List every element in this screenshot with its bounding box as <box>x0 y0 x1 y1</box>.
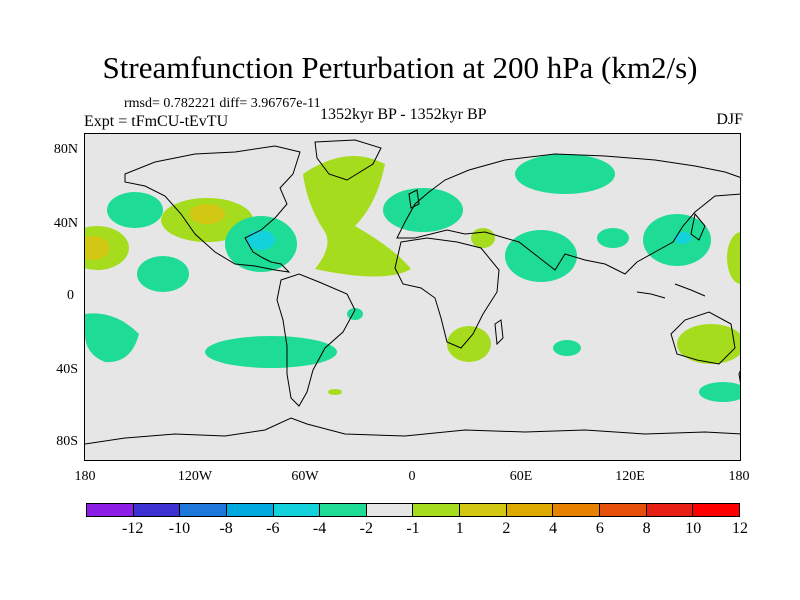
colorbar-tick-label: -1 <box>406 520 420 537</box>
colorbar-tick-label: 6 <box>595 520 604 537</box>
lat-label-eq: 0 <box>67 288 74 303</box>
coast-new-zealand <box>738 370 740 384</box>
colorbar-swatch <box>506 504 554 516</box>
colorbar-tick-label: 12 <box>732 520 748 537</box>
map-title: Streamfunction Perturbation at 200 hPa (… <box>102 50 698 85</box>
contour-south-neg-east <box>699 382 740 402</box>
lat-label-80s: 80S <box>56 434 78 449</box>
colorbar-swatch <box>273 504 321 516</box>
map-svg <box>85 139 740 445</box>
map-panel <box>84 133 741 461</box>
colorbar-tick-label: -10 <box>168 520 191 537</box>
colorbar-swatch <box>646 504 694 516</box>
colorbar-tick-label: 4 <box>549 520 558 537</box>
lon-label-120e: 120E <box>615 469 645 484</box>
lat-label-40n: 40N <box>53 216 78 231</box>
colorbar-swatch <box>600 504 647 516</box>
coast-antarctica <box>85 417 740 445</box>
contour-gulf-neg-core <box>247 230 275 250</box>
coast-japan <box>690 212 706 241</box>
colorbar-tick-label: -8 <box>219 520 233 537</box>
contour-npac-west <box>107 192 163 228</box>
lon-label-120w: 120W <box>177 469 213 484</box>
contour-epac-neg <box>137 256 189 292</box>
contour-asia-small-neg <box>597 228 629 248</box>
contour-tiny-pos <box>328 389 342 395</box>
experiment-label: Expt = tFmCU-tEvTU <box>84 113 229 130</box>
colorbar-tick-label: 2 <box>502 520 511 537</box>
colorbar-tick-label: -6 <box>266 520 280 537</box>
contour-fills <box>85 154 740 402</box>
lon-label-60w: 60W <box>291 469 319 484</box>
season-label: DJF <box>716 111 743 128</box>
contour-spac-neg-west <box>85 313 139 363</box>
contour-atlantic-pos <box>303 156 411 277</box>
contour-wpac-neg-core <box>675 232 691 244</box>
colorbar-swatch <box>366 504 414 516</box>
contour-nafrica-pos <box>471 228 495 248</box>
colorbar-tick-label: -4 <box>312 520 327 537</box>
contour-europe-neg <box>383 188 463 232</box>
colorbar-swatch <box>693 504 739 516</box>
coastlines <box>85 139 740 445</box>
contour-east-edge-pos <box>727 232 740 284</box>
colorbar-tick-label: 8 <box>642 520 651 537</box>
coast-africa <box>394 237 500 349</box>
contour-spac-neg-center <box>205 336 337 368</box>
coast-north-america <box>124 145 301 273</box>
contour-siberia-neg <box>515 154 615 194</box>
coast-south-america <box>276 273 356 407</box>
coast-australia <box>670 311 736 365</box>
lon-label-180e: 180 <box>728 469 750 484</box>
contour-india-neg <box>505 230 577 282</box>
contour-pac-pos-west-core <box>85 236 109 260</box>
contour-sindian-neg <box>553 340 581 356</box>
coast-indonesia <box>636 283 706 299</box>
contour-south-atl-pos <box>447 326 491 362</box>
period-label: 1352kyr BP - 1352kyr BP <box>320 106 487 123</box>
contour-australia-pos <box>677 324 740 364</box>
colorbar-swatch <box>226 504 274 516</box>
colorbar-swatch <box>320 504 367 516</box>
coast-europe-asia <box>396 153 740 275</box>
lon-label-60e: 60E <box>509 469 533 484</box>
colorbar-swatch <box>87 504 134 516</box>
colorbar-tick-label: 1 <box>455 520 464 537</box>
lon-label-0: 0 <box>408 469 416 484</box>
colorbar-swatch <box>413 504 461 516</box>
coast-madagascar <box>494 319 504 346</box>
colorbar-tick-label: -2 <box>359 520 373 537</box>
colorbar-swatch <box>133 504 181 516</box>
colorbar-swatch <box>460 504 507 516</box>
lat-label-80n: 80N <box>53 142 78 157</box>
coast-greenland <box>314 139 382 181</box>
stats-text: rmsd= 0.782221 diff= 3.96767e-11 <box>124 96 321 111</box>
lon-label-180w: 180 <box>74 469 96 484</box>
colorbar-swatch <box>180 504 227 516</box>
colorbar-tick-label: 10 <box>685 520 702 537</box>
colorbar-swatch <box>553 504 601 516</box>
lat-label-40s: 40S <box>56 362 78 377</box>
colorbar-tick-label: -12 <box>122 520 144 537</box>
contour-namerica-pos-core <box>189 204 225 224</box>
coast-uk <box>408 189 420 209</box>
colorbar <box>86 503 740 517</box>
